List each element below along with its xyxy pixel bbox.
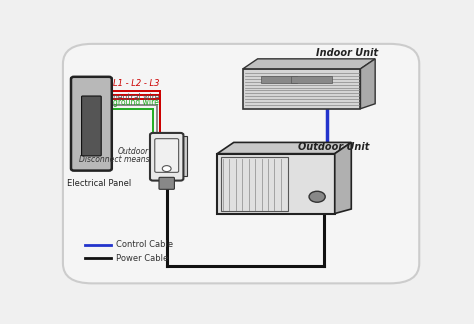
- FancyBboxPatch shape: [63, 44, 419, 284]
- Text: L1 - L2 - L3: L1 - L2 - L3: [112, 78, 159, 87]
- Text: Outdoor Unit: Outdoor Unit: [298, 143, 369, 152]
- FancyBboxPatch shape: [291, 75, 332, 83]
- Circle shape: [309, 191, 325, 202]
- Polygon shape: [360, 59, 375, 109]
- Text: Control Cable: Control Cable: [116, 240, 173, 249]
- FancyBboxPatch shape: [82, 96, 101, 156]
- FancyBboxPatch shape: [159, 177, 174, 189]
- FancyBboxPatch shape: [71, 77, 112, 171]
- Text: Indoor Unit: Indoor Unit: [316, 48, 379, 58]
- FancyBboxPatch shape: [181, 136, 187, 176]
- FancyBboxPatch shape: [155, 139, 179, 172]
- Text: ground wire: ground wire: [112, 98, 158, 107]
- Polygon shape: [243, 59, 375, 69]
- Polygon shape: [217, 143, 351, 154]
- Polygon shape: [335, 143, 351, 214]
- Text: Power Cable: Power Cable: [116, 254, 168, 263]
- Text: Electrical Panel: Electrical Panel: [66, 179, 131, 188]
- Text: neutral wire: neutral wire: [112, 93, 159, 102]
- Text: Disconnect means: Disconnect means: [79, 155, 149, 164]
- FancyBboxPatch shape: [261, 75, 297, 83]
- Circle shape: [162, 166, 171, 172]
- Polygon shape: [243, 69, 360, 109]
- FancyBboxPatch shape: [150, 133, 183, 180]
- Polygon shape: [217, 154, 335, 214]
- Text: Outdoor: Outdoor: [118, 147, 149, 156]
